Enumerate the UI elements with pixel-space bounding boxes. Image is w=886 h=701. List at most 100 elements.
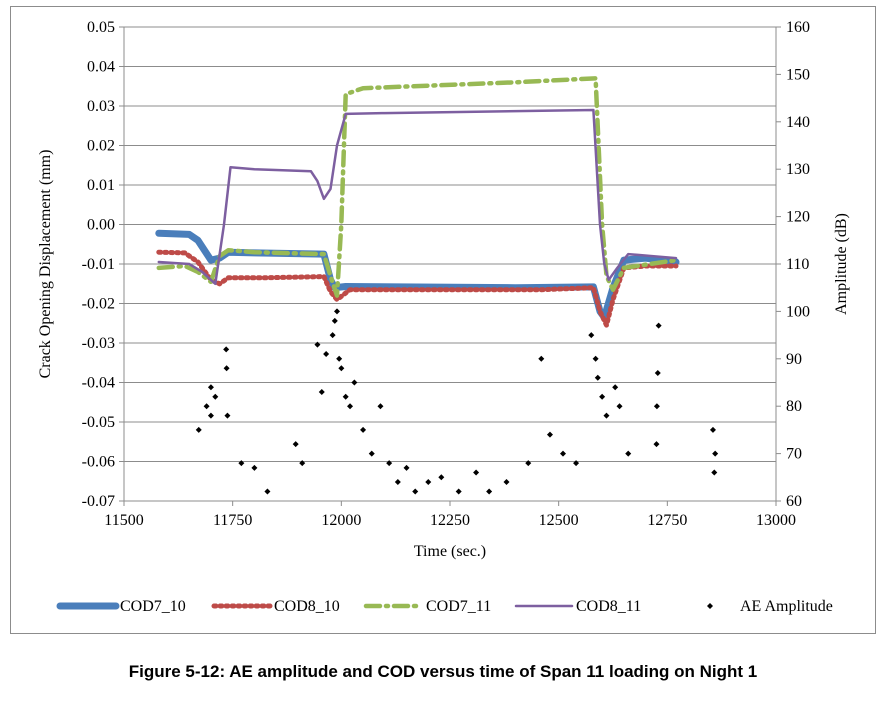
legend-label: COD7_11 xyxy=(426,598,491,615)
ae-amplitude-point xyxy=(625,450,632,457)
ae-amplitude-point xyxy=(299,460,306,467)
x-tick-label: 13000 xyxy=(756,512,796,529)
series-line-cod8-11 xyxy=(157,108,678,286)
ae-amplitude-point xyxy=(318,388,325,395)
y-tick-label: -0.04 xyxy=(82,375,115,392)
y2-axis-label: Amplitude (dB) xyxy=(833,213,850,315)
legend-label: AE Amplitude xyxy=(740,598,833,615)
y-tick-label: -0.05 xyxy=(82,414,115,431)
ae-amplitude-point xyxy=(599,393,606,400)
ae-amplitude-point xyxy=(412,488,419,495)
ae-amplitude-point xyxy=(712,450,719,457)
y2-tick-label: 80 xyxy=(786,398,802,415)
y-tick-label: -0.01 xyxy=(82,256,115,273)
x-tick-label: 11500 xyxy=(104,512,143,529)
ae-amplitude-point xyxy=(329,332,336,339)
ae-amplitude-point xyxy=(403,464,410,471)
y2-tick-label: 70 xyxy=(786,446,802,463)
ae-amplitude-point xyxy=(224,412,231,419)
x-tick-label: 12750 xyxy=(647,512,687,529)
ae-amplitude-point xyxy=(368,450,375,457)
ae-amplitude-point xyxy=(655,322,662,329)
ae-amplitude-point xyxy=(223,365,230,372)
ae-amplitude-point xyxy=(207,384,214,391)
ae-amplitude-point xyxy=(538,355,545,362)
ae-amplitude-point xyxy=(612,384,619,391)
ae-amplitude-point xyxy=(573,460,580,467)
y2-tick-label: 100 xyxy=(786,303,810,320)
ae-amplitude-point xyxy=(709,426,716,433)
y2-tick-label: 110 xyxy=(786,256,809,273)
ae-amplitude-point xyxy=(473,469,480,476)
ae-amplitude-point xyxy=(336,355,343,362)
ae-amplitude-point xyxy=(323,351,330,358)
ae-amplitude-point xyxy=(486,488,493,495)
ae-amplitude-point xyxy=(503,479,510,486)
ae-amplitude-point xyxy=(360,426,367,433)
ae-amplitude-point xyxy=(653,441,660,448)
x-tick-label: 11750 xyxy=(213,512,252,529)
y-tick-label: 0.01 xyxy=(87,177,115,194)
ae-amplitude-point xyxy=(603,412,610,419)
chart-frame xyxy=(10,6,876,634)
ae-amplitude-point xyxy=(594,374,601,381)
y-tick-label: 0.02 xyxy=(87,138,115,155)
x-tick-label: 12500 xyxy=(539,512,579,529)
ae-amplitude-point xyxy=(292,441,299,448)
y-tick-label: 0.00 xyxy=(87,217,115,234)
ae-amplitude-point xyxy=(654,370,661,377)
y-tick-label: 0.05 xyxy=(87,19,115,36)
y2-tick-label: 130 xyxy=(786,161,810,178)
ae-amplitude-point xyxy=(560,450,567,457)
y2-tick-label: 150 xyxy=(786,66,810,83)
y2-tick-label: 90 xyxy=(786,351,802,368)
ae-amplitude-point xyxy=(338,365,345,372)
ae-amplitude-point xyxy=(342,393,349,400)
ae-amplitude-point xyxy=(386,460,393,467)
y-axis-label: Crack Opening Displacement (mm) xyxy=(37,150,54,379)
ae-amplitude-point xyxy=(711,469,718,476)
ae-amplitude-point xyxy=(207,412,214,419)
ae-amplitude-point xyxy=(425,479,432,486)
ae-amplitude-point xyxy=(588,332,595,339)
y-tick-label: -0.02 xyxy=(82,296,115,313)
y-tick-label: -0.03 xyxy=(82,335,115,352)
ae-amplitude-point xyxy=(546,431,553,438)
y-tick-label: 0.03 xyxy=(87,98,115,115)
x-axis-label: Time (sec.) xyxy=(414,543,486,560)
figure-caption: Figure 5-12: AE amplitude and COD versus… xyxy=(128,662,758,681)
ae-amplitude-point xyxy=(347,403,354,410)
x-tick-label: 12250 xyxy=(430,512,470,529)
ae-amplitude-point xyxy=(377,403,384,410)
ae-amplitude-point xyxy=(616,403,623,410)
ae-amplitude-point xyxy=(264,488,271,495)
ae-amplitude-point xyxy=(251,464,258,471)
chart: -0.07 -0.06 -0.05 -0.04 -0.03 -0.02 -0.01 0.00 0… xyxy=(37,19,850,615)
legend-label: COD8_11 xyxy=(576,598,641,615)
ae-amplitude-point xyxy=(203,403,210,410)
ae-amplitude-point xyxy=(238,460,245,467)
y2-tick-label: 120 xyxy=(786,209,810,226)
ae-amplitude-point xyxy=(223,346,230,353)
y-tick-label: -0.06 xyxy=(82,454,115,471)
y2-tick-label: 60 xyxy=(786,493,802,510)
ae-amplitude-point xyxy=(212,393,219,400)
ae-amplitude-point xyxy=(455,488,462,495)
y-tick-label: 0.04 xyxy=(87,59,115,76)
ae-amplitude-point xyxy=(438,474,445,481)
ae-amplitude-point xyxy=(333,308,340,315)
ae-amplitude-point xyxy=(653,403,660,410)
y2-tick-label: 140 xyxy=(786,114,810,131)
y2-tick-label: 160 xyxy=(786,19,810,36)
ae-amplitude-point xyxy=(394,479,401,486)
ae-amplitude-point xyxy=(195,426,202,433)
x-tick-label: 12000 xyxy=(321,512,361,529)
legend-label: COD7_10 xyxy=(120,598,186,615)
y-tick-label: -0.07 xyxy=(82,493,115,510)
ae-amplitude-point xyxy=(314,341,321,348)
ae-amplitude-point xyxy=(331,317,338,324)
ae-amplitude-point xyxy=(351,379,358,386)
legend-marker xyxy=(707,603,713,609)
legend-label: COD8_10 xyxy=(274,598,340,615)
ae-amplitude-point xyxy=(525,460,532,467)
